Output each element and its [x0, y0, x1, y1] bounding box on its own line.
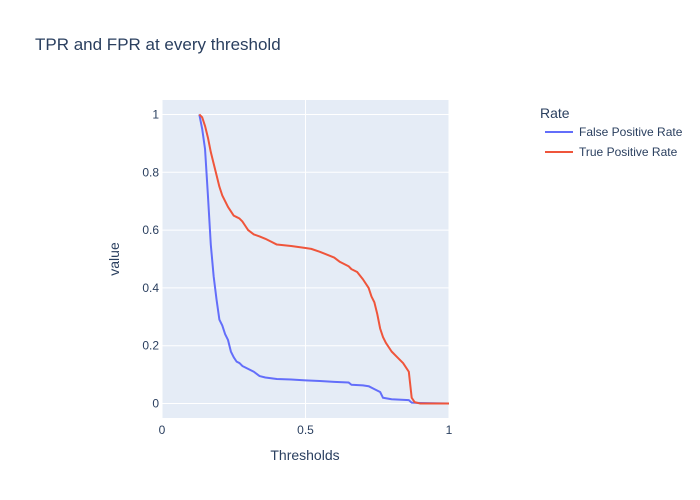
- legend: Rate False Positive Rate True Positive R…: [540, 105, 683, 159]
- x-tick-label: 0.5: [297, 423, 314, 437]
- legend-label-fpr[interactable]: False Positive Rate: [579, 125, 683, 139]
- x-axis-ticks: 0 0.5 1: [159, 423, 453, 437]
- y-tick-label: 0.6: [142, 223, 159, 237]
- x-axis-title: Thresholds: [270, 447, 339, 463]
- y-tick-label: 1: [152, 107, 159, 121]
- y-tick-label: 0: [152, 397, 159, 411]
- y-axis-title: value: [106, 242, 122, 276]
- series-layer: [198, 113, 450, 405]
- y-tick-label: 0.2: [142, 339, 159, 353]
- series-line-tpr: [198, 113, 449, 405]
- x-tick-label: 1: [446, 423, 453, 437]
- y-axis-ticks: 0 0.2 0.4 0.6 0.8 1: [142, 107, 159, 410]
- y-tick-label: 0.4: [142, 281, 159, 295]
- legend-label-tpr[interactable]: True Positive Rate: [579, 145, 678, 159]
- legend-title: Rate: [540, 105, 570, 121]
- series-line-fpr: [198, 114, 450, 405]
- chart-title: TPR and FPR at every threshold: [35, 35, 281, 54]
- x-tick-label: 0: [159, 423, 166, 437]
- y-tick-label: 0.8: [142, 165, 159, 179]
